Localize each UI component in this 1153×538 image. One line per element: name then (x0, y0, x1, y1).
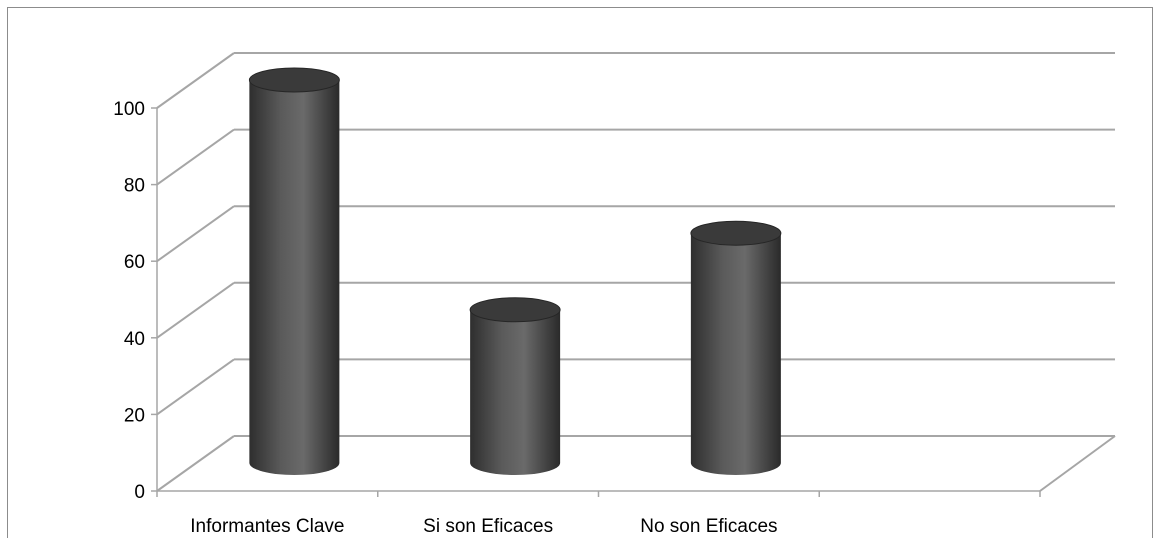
labels: 0 20 40 60 80 100 Informantes Clave Si son Efic… (113, 99, 777, 537)
axes (151, 107, 1116, 497)
gridlines (156, 52, 1115, 492)
floor-right-edge (1039, 435, 1116, 492)
y-tick-label: 80 (124, 176, 145, 197)
outer-border (7, 7, 1153, 538)
bar-body (249, 80, 340, 476)
y-tick-label: 60 (124, 252, 145, 273)
side-gridline (156, 128, 235, 186)
x-tick-label: Informantes Clave (190, 516, 344, 537)
x-tick-label: No son Eficaces (640, 516, 777, 537)
y-tick-label: 40 (124, 329, 145, 350)
bar-top (690, 220, 782, 246)
side-gridline (156, 52, 235, 109)
bar-body (690, 233, 781, 475)
bar-top (248, 67, 340, 93)
side-gridline (156, 205, 235, 263)
y-tick-label: 20 (124, 405, 145, 426)
side-gridline (156, 435, 235, 492)
bar (690, 220, 782, 475)
x-tick-label: Si son Eficaces (423, 516, 553, 537)
bar-top (469, 297, 561, 323)
bar (469, 297, 561, 476)
bars (248, 67, 782, 476)
y-tick-label: 100 (113, 99, 145, 120)
bar-body (470, 309, 561, 476)
side-gridline (156, 358, 235, 416)
side-gridline (156, 281, 235, 339)
y-tick-label: 0 (134, 482, 145, 503)
bar (248, 67, 340, 476)
